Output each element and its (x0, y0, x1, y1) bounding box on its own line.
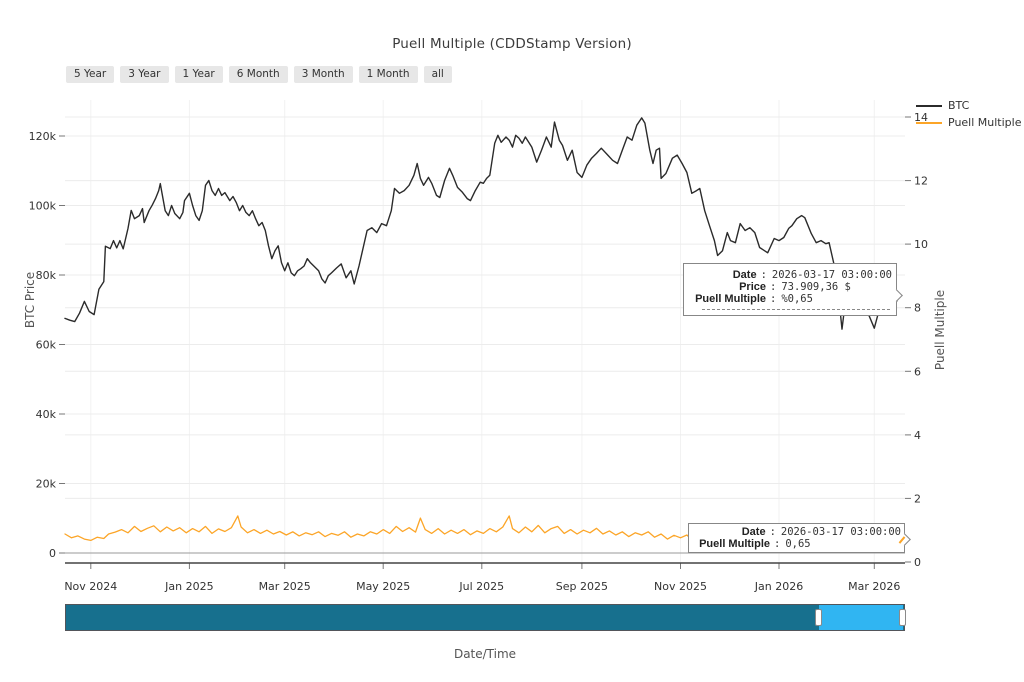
range-button-1-month[interactable]: 1 Month (358, 66, 418, 83)
svg-text:120k: 120k (29, 130, 57, 143)
tooltip-row-date: Date:2026-03-17 03:00:00 (732, 269, 892, 281)
datazoom-selected-range[interactable] (819, 605, 903, 630)
svg-text:12: 12 (914, 175, 928, 188)
legend: BTC Puell Multiple (916, 99, 1021, 129)
legend-item-puell-multiple[interactable]: Puell Multiple (916, 116, 1021, 129)
datazoom-handle-right[interactable] (899, 609, 906, 626)
legend-label-puell-multiple: Puell Multiple (948, 116, 1022, 129)
svg-text:20k: 20k (36, 478, 57, 491)
puell-multiple-line-swatch (916, 121, 942, 124)
tooltip-main: Date:2026-03-17 03:00:00 Price:73.909,36… (683, 263, 897, 316)
range-button-5-year[interactable]: 5 Year (66, 66, 115, 83)
range-button-all[interactable]: all (423, 66, 452, 83)
datazoom-handle-left[interactable] (815, 609, 822, 626)
svg-text:Nov 2025: Nov 2025 (654, 580, 707, 593)
tooltip-row-date: Date:2026-03-17 03:00:00 (741, 526, 901, 538)
svg-text:0: 0 (914, 556, 921, 569)
svg-text:Jan 2026: Jan 2026 (754, 580, 803, 593)
left-axis-ticks: 0 20k 40k 60k 80k 100k 120k (29, 130, 905, 560)
svg-text:6: 6 (914, 365, 921, 378)
svg-text:Jan 2025: Jan 2025 (164, 580, 213, 593)
tooltip-row-puell-multiple: Puell Multiple: %0,65 (695, 293, 813, 305)
svg-text:10: 10 (914, 238, 928, 251)
svg-text:Mar 2025: Mar 2025 (259, 580, 311, 593)
y-axis-title-left: BTC Price (23, 271, 37, 329)
vertical-gridlines-and-x-ticks: Nov 2024 Jan 2025 Mar 2025 May 2025 Jul 2025… (64, 100, 900, 593)
svg-text:2: 2 (914, 492, 921, 505)
tooltip-row-puell-multiple: Puell Multiple:0,65 (699, 538, 811, 550)
range-button-6-month[interactable]: 6 Month (228, 66, 288, 83)
range-button-1-year[interactable]: 1 Year (174, 66, 223, 83)
svg-text:14: 14 (914, 111, 928, 124)
svg-text:40k: 40k (36, 408, 57, 421)
svg-text:8: 8 (914, 302, 921, 315)
svg-text:Jul 2025: Jul 2025 (458, 580, 504, 593)
chart-title: Puell Multiple (CDDStamp Version) (392, 36, 632, 52)
x-axis-title: Date/Time (453, 647, 517, 661)
svg-text:Sep 2025: Sep 2025 (556, 580, 608, 593)
svg-text:Nov 2024: Nov 2024 (64, 580, 117, 593)
tooltip-separator (702, 309, 890, 310)
svg-text:4: 4 (914, 429, 921, 442)
range-buttons: 5 Year 3 Year 1 Year 6 Month 3 Month 1 M… (66, 66, 452, 83)
svg-text:Mar 2026: Mar 2026 (848, 580, 900, 593)
right-axis-ticks: 0 2 4 6 8 10 12 14 (65, 111, 928, 569)
btc-price-line (64, 117, 901, 330)
btc-line-swatch (916, 104, 942, 107)
svg-text:60k: 60k (36, 339, 57, 352)
svg-text:80k: 80k (36, 269, 57, 282)
legend-label-btc: BTC (948, 99, 970, 112)
range-button-3-month[interactable]: 3 Month (293, 66, 353, 83)
legend-item-btc[interactable]: BTC (916, 99, 1021, 112)
svg-text:May 2025: May 2025 (356, 580, 410, 593)
tooltip-secondary: Date:2026-03-17 03:00:00 Puell Multiple:… (688, 523, 905, 553)
svg-text:100k: 100k (29, 200, 57, 213)
svg-text:0: 0 (49, 547, 56, 560)
datazoom-slider[interactable] (65, 604, 906, 631)
y-axis-title-right: Puell Multiple (933, 289, 947, 371)
tooltip-row-price: Price:73.909,36 $ (739, 281, 851, 293)
range-button-3-year[interactable]: 3 Year (120, 66, 169, 83)
